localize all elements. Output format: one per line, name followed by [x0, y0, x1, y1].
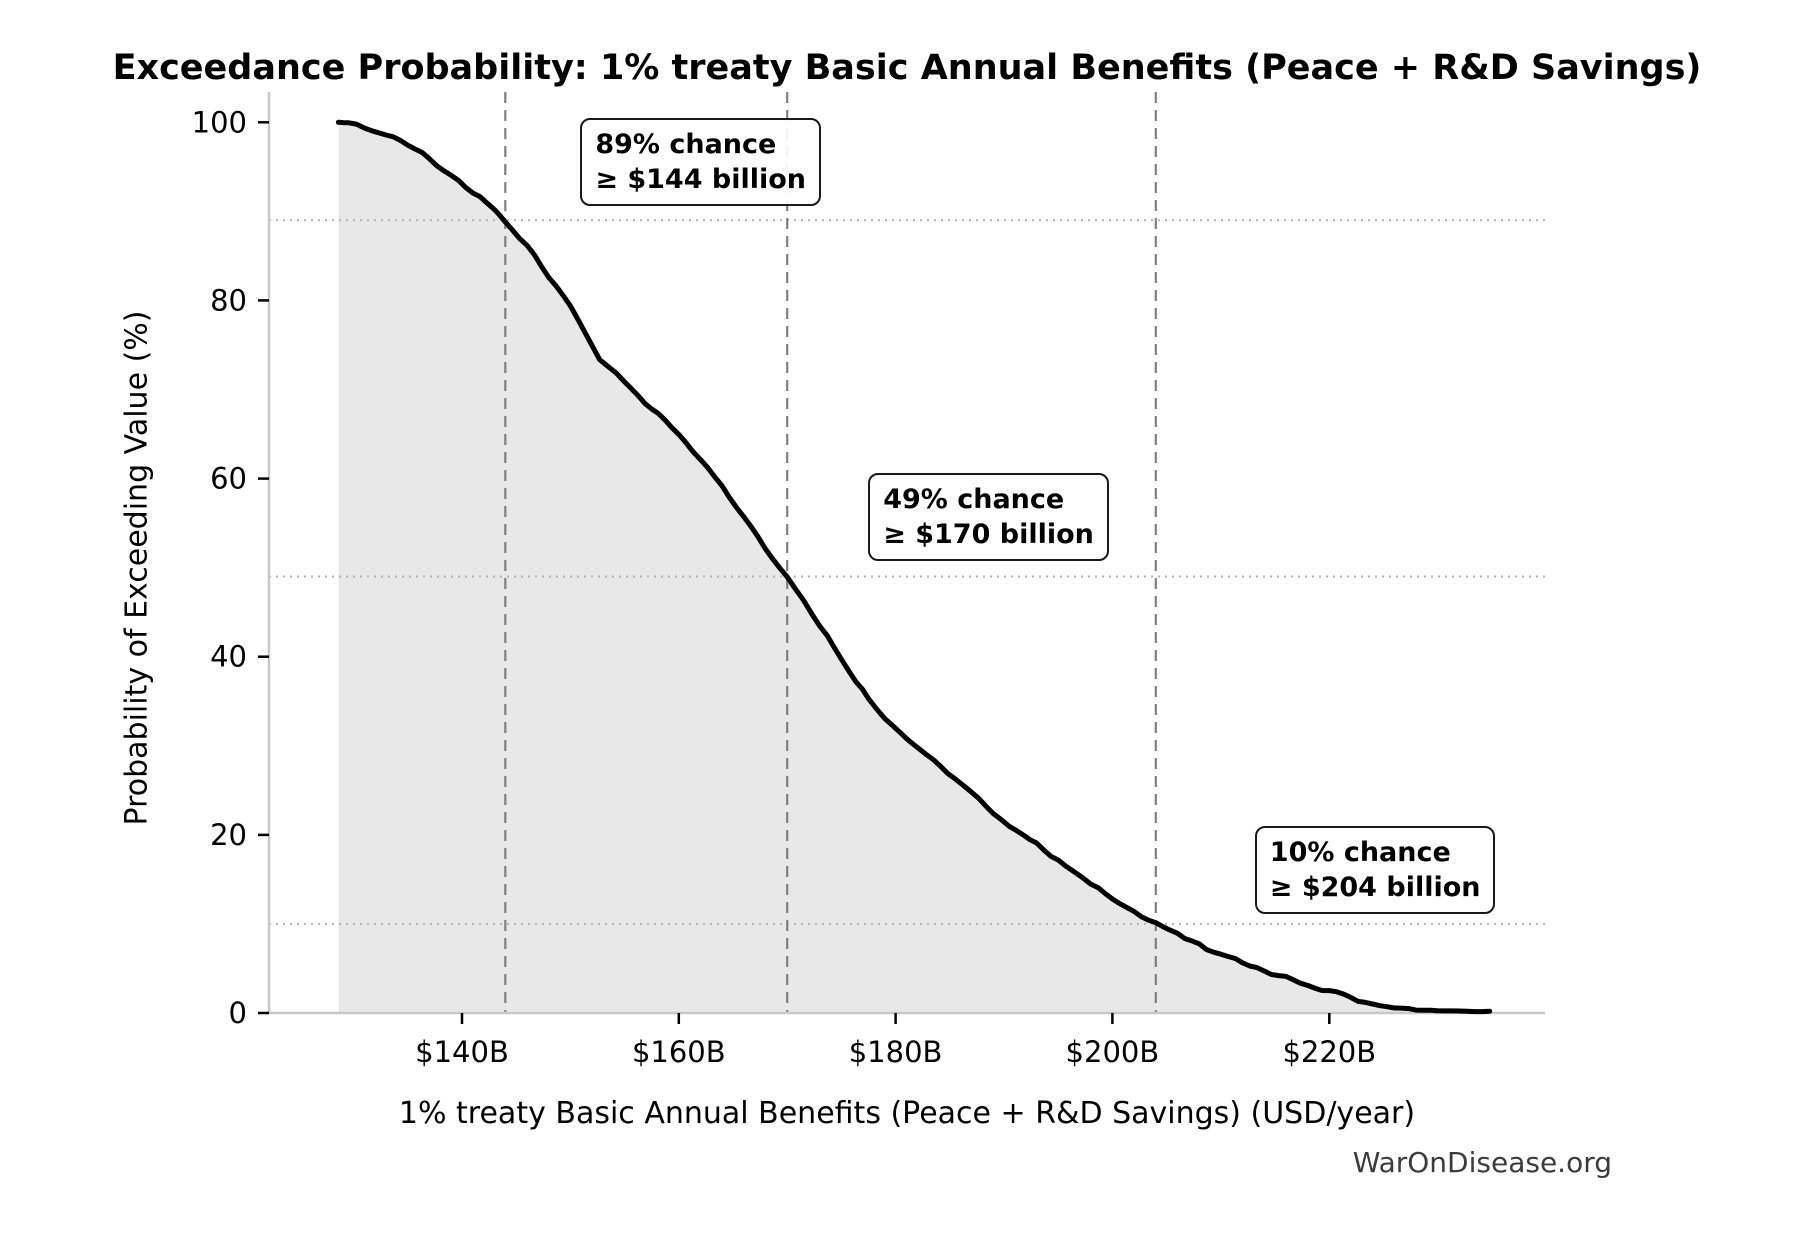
annotation-89-percent: 89% chance ≥ $144 billion — [580, 118, 822, 207]
exceedance-curve — [335, 119, 1493, 1015]
y-tick-label-100: 100 — [192, 105, 247, 139]
x-axis-label: 1% treaty Basic Annual Benefits (Peace +… — [398, 1096, 1416, 1131]
annotation-10-percent: 10% chance ≥ $204 billion — [1254, 825, 1496, 914]
annotation-line: 89% chance — [595, 129, 777, 161]
annotation-line: ≥ $170 billion — [883, 518, 1094, 550]
x-tick-label-140: $140B — [415, 1035, 509, 1069]
watermark-text: WarOnDisease.org — [1352, 1146, 1612, 1179]
shaded-area-under-curve — [338, 122, 1490, 1014]
annotation-line: ≥ $204 billion — [1269, 871, 1481, 903]
y-tick-label-40: 40 — [210, 640, 247, 674]
x-tick-label-180: $180B — [849, 1035, 943, 1069]
x-tick-label-160: $160B — [632, 1035, 726, 1069]
y-tick-label-60: 60 — [210, 462, 247, 496]
chart-title: Exceedance Probability: 1% treaty Basic … — [112, 48, 1702, 88]
y-tick-label-20: 20 — [210, 818, 247, 852]
annotation-line: ≥ $144 billion — [595, 164, 807, 196]
y-tick-label-80: 80 — [210, 283, 247, 317]
annotation-line: 49% chance — [883, 483, 1065, 515]
x-tick-label-200: $200B — [1066, 1035, 1160, 1069]
annotation-line: 10% chance — [1269, 836, 1451, 868]
y-tick-label-0: 0 — [229, 996, 247, 1030]
x-tick-label-220: $220B — [1282, 1035, 1376, 1069]
annotation-49-percent: 49% chance ≥ $170 billion — [868, 472, 1109, 561]
y-axis-label: Probability of Exceeding Value (%) — [119, 310, 155, 826]
